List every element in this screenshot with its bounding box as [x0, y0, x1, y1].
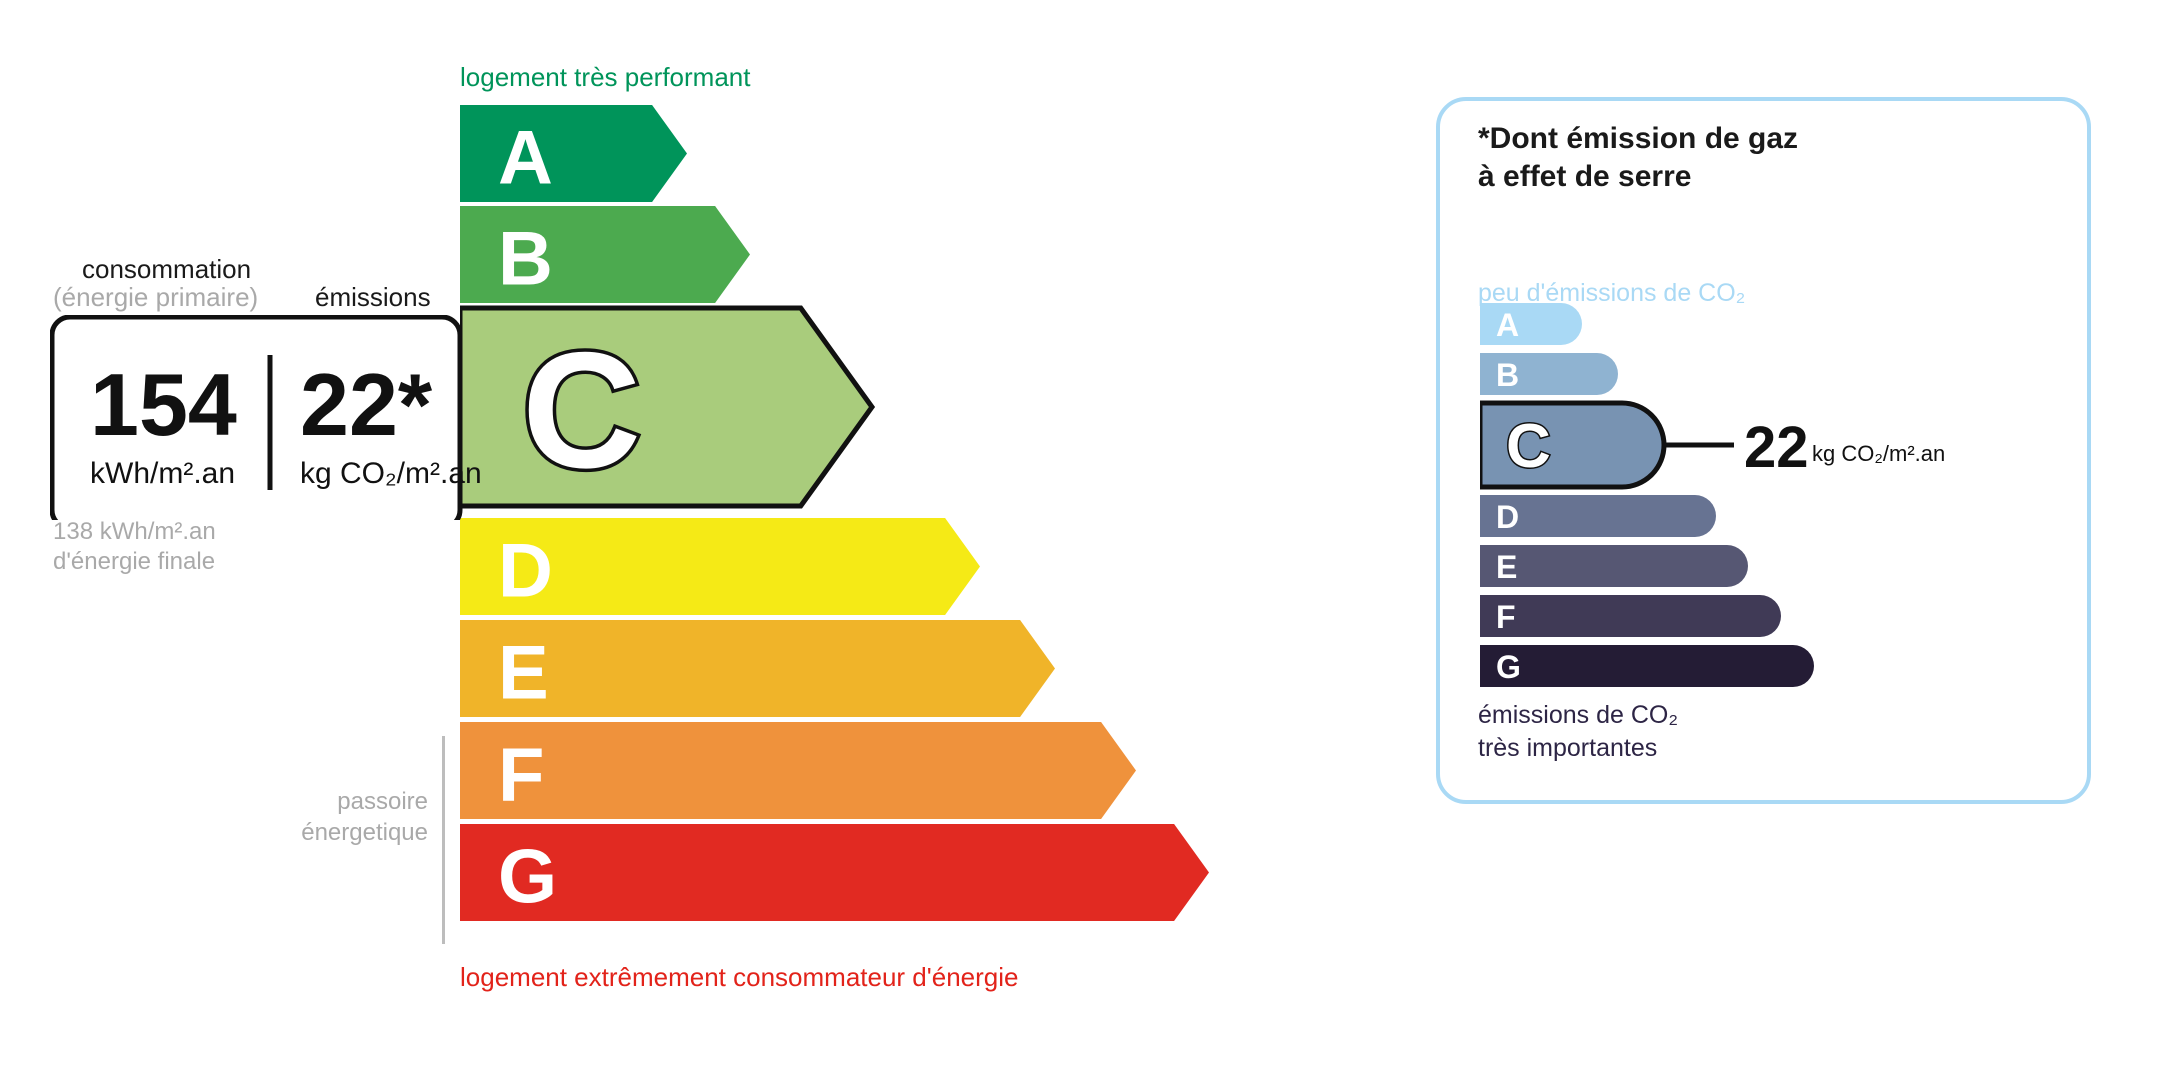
svg-text:G: G [1496, 649, 1521, 685]
svg-text:kg CO₂/m².an: kg CO₂/m².an [300, 457, 482, 490]
svg-text:kg CO₂/m².an: kg CO₂/m².an [1812, 441, 1945, 466]
svg-text:D: D [498, 529, 553, 614]
svg-text:A: A [498, 116, 553, 201]
svg-text:G: G [498, 835, 557, 920]
svg-text:B: B [498, 217, 553, 302]
svg-text:C: C [522, 318, 641, 502]
svg-text:B: B [1496, 357, 1519, 393]
svg-text:D: D [1496, 499, 1519, 535]
svg-text:22: 22 [1744, 415, 1809, 480]
svg-text:E: E [498, 631, 549, 716]
svg-text:E: E [1496, 549, 1517, 585]
svg-text:F: F [498, 733, 544, 818]
svg-text:kWh/m².an: kWh/m².an [90, 457, 235, 490]
svg-text:154: 154 [90, 355, 237, 454]
svg-text:C: C [1506, 412, 1551, 481]
svg-text:F: F [1496, 599, 1516, 635]
svg-text:22*: 22* [300, 355, 433, 454]
svg-text:A: A [1496, 307, 1519, 343]
